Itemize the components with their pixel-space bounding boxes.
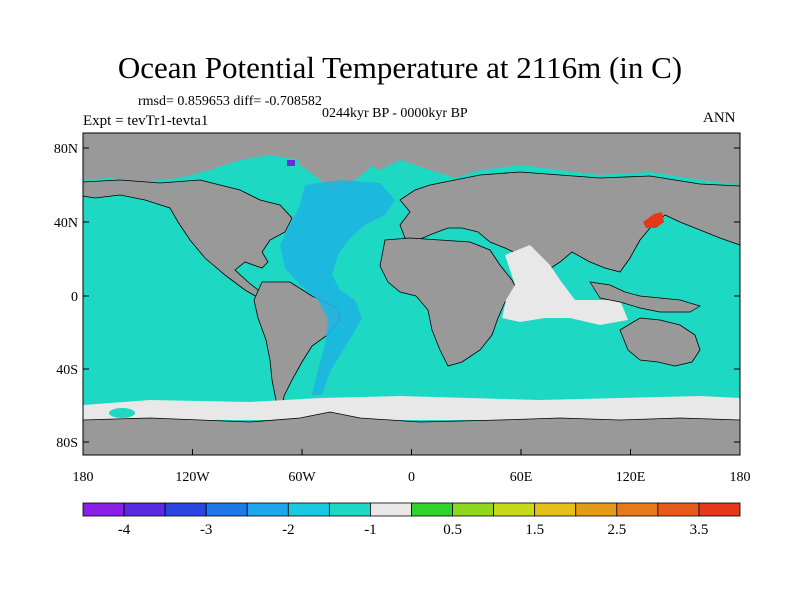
lon-label: 180	[73, 470, 94, 485]
africa	[379, 237, 521, 367]
lat-label: 0	[71, 290, 78, 305]
warm-anomaly-japan	[643, 212, 664, 228]
lon-label: 0	[408, 470, 415, 485]
latitude-axis: 80N 40N 0 40S 80S	[54, 142, 740, 451]
colorbar-label: 1.5	[525, 522, 544, 538]
colorbar-swatch	[616, 502, 659, 517]
colorbar-label: -4	[118, 522, 131, 538]
atlantic-cold-anomaly	[280, 180, 395, 395]
australia	[619, 317, 701, 367]
lat-label: 80N	[54, 142, 78, 157]
arctic-land	[83, 133, 740, 185]
colorbar-swatch	[164, 502, 207, 517]
colorbar-swatch	[534, 502, 577, 517]
cold-anomaly-baffin	[287, 160, 295, 166]
map-panel	[82, 132, 741, 456]
colorbar-swatch	[657, 502, 700, 517]
colorbar-swatch	[411, 502, 453, 517]
colorbar-label: 3.5	[690, 522, 709, 538]
colorbar-swatch	[205, 502, 248, 517]
southern-ocean-light-band	[83, 396, 740, 420]
chart-title: Ocean Potential Temperature at 2116m (in…	[117, 50, 683, 85]
colorbar-label: -2	[282, 522, 295, 538]
rmsd-diff-stats: rmsd= 0.859653 diff= -0.708582	[138, 94, 322, 109]
indian-ocean-light-region	[502, 245, 628, 325]
colorbar-swatch	[575, 502, 618, 517]
lon-label: 180	[730, 470, 751, 485]
lat-label: 40S	[56, 363, 78, 378]
colorbar-swatch	[328, 502, 371, 517]
colorbar-label: 0.5	[443, 522, 462, 538]
colorbar-swatch	[287, 502, 330, 517]
colorbar-swatch	[123, 502, 166, 517]
lat-label: 80S	[56, 436, 78, 451]
season-label: ANN	[703, 110, 736, 126]
lon-label: 60E	[510, 470, 533, 485]
colorbar-swatch	[246, 502, 289, 517]
colorbar-label: -1	[364, 522, 377, 538]
weddell-ocean-patch	[109, 408, 135, 418]
experiment-label: Expt = tevTr1-tevta1	[83, 113, 209, 129]
colorbar-swatch	[370, 502, 412, 517]
lon-label: 120W	[175, 470, 210, 485]
colorbar-label: -3	[200, 522, 213, 538]
longitude-axis: 180 120W 60W 0 60E 120E 180	[73, 449, 751, 485]
colorbar-swatch	[452, 502, 495, 517]
time-period-label: 0244kyr BP - 0000kyr BP	[322, 106, 468, 121]
greenland	[295, 146, 370, 190]
maritime-continent	[589, 281, 701, 313]
eurasia	[399, 171, 741, 273]
lat-label: 40N	[54, 216, 78, 231]
north-america	[82, 179, 293, 301]
colorbar-swatch	[698, 502, 741, 517]
color-bar: -4 -3 -2 -1 0.5 1.5 2.5 3.5	[82, 502, 741, 538]
lon-label: 120E	[616, 470, 646, 485]
colorbar-label: 2.5	[607, 522, 626, 538]
colorbar-swatch	[82, 502, 125, 517]
lon-label: 60W	[288, 470, 316, 485]
colorbar-swatch	[493, 502, 536, 517]
